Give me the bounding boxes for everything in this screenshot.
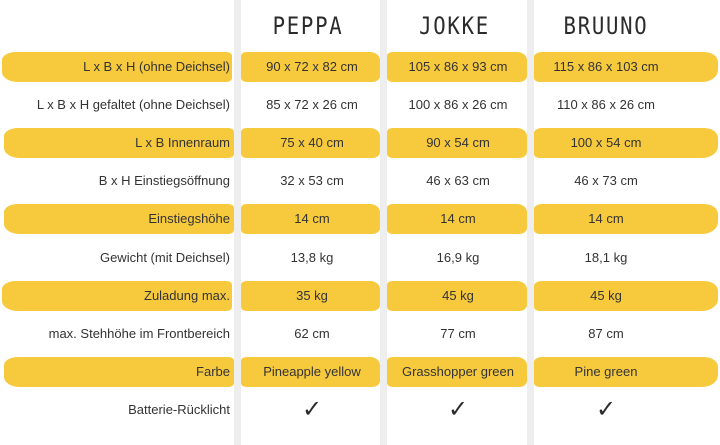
column-divider bbox=[234, 0, 241, 445]
row-highlight bbox=[387, 204, 527, 235]
column-divider bbox=[380, 0, 387, 445]
row-label: Batterie-Rücklicht bbox=[128, 401, 230, 417]
row-label: L x B Innenraum bbox=[135, 135, 230, 151]
table-cell: 62 cm bbox=[294, 325, 330, 341]
table-cell: 105 x 86 x 93 cm bbox=[408, 59, 508, 74]
table-cell: 14 cm bbox=[440, 211, 476, 227]
check-icon: ✓ bbox=[447, 395, 469, 423]
table-cell: 85 x 72 x 26 cm bbox=[266, 97, 358, 113]
row-label: L x B x H gefaltet (ohne Deichsel) bbox=[36, 97, 230, 113]
row-highlight bbox=[241, 356, 380, 387]
table-cell: 115 x 86 x 103 cm bbox=[553, 59, 659, 74]
table-row: L x B Innenraum 75 x 40 cm 90 x 54 cm 100 x… bbox=[0, 124, 720, 162]
table-cell: 110 x 86 x 26 cm bbox=[556, 97, 656, 113]
table-cell: 18,1 kg bbox=[584, 249, 628, 265]
table-row: L x B x H gefaltet (ohne Deichsel) 85 x 7… bbox=[0, 86, 720, 124]
table-cell: 46 x 73 cm bbox=[574, 173, 638, 189]
row-highlight bbox=[387, 128, 527, 159]
table-cell: 46 x 63 cm bbox=[426, 173, 490, 189]
table-cell: 14 cm bbox=[588, 211, 624, 227]
table-row: max. Stehhöhe im Frontbereich 62 cm 77 cm 8… bbox=[0, 315, 720, 353]
row-label: L x B x H (ohne Deichsel) bbox=[83, 59, 230, 74]
column-divider bbox=[527, 0, 534, 445]
table-cell: 45 kg bbox=[442, 287, 474, 303]
row-label: Farbe bbox=[196, 363, 230, 379]
column-header-peppa: PEPPA bbox=[272, 12, 344, 40]
table-row: Batterie-Rücklicht ✓ ✓ ✓ bbox=[0, 391, 720, 429]
row-highlight bbox=[241, 128, 380, 159]
row-highlight bbox=[4, 356, 234, 387]
table-cell: 90 x 54 cm bbox=[426, 135, 490, 151]
row-highlight bbox=[2, 280, 232, 311]
table-cell: Pineapple yellow bbox=[263, 363, 361, 379]
check-icon: ✓ bbox=[595, 395, 617, 423]
table-row: Einstiegshöhe 14 cm 14 cm 14 cm bbox=[0, 200, 720, 238]
table-row: B x H Einstiegsöffnung 32 x 53 cm 46 x 63 … bbox=[0, 162, 720, 200]
table-row: Zuladung max. 35 kg 45 kg 45 kg bbox=[0, 277, 720, 315]
table-cell: 32 x 53 cm bbox=[280, 173, 344, 189]
table-row: L x B x H (ohne Deichsel) 90 x 72 x 82 cm… bbox=[0, 48, 720, 86]
row-label: max. Stehhöhe im Frontbereich bbox=[48, 325, 230, 341]
column-header-bruuno: BRUUNO bbox=[563, 12, 649, 40]
table-cell: 45 kg bbox=[590, 287, 622, 303]
row-highlight bbox=[241, 204, 380, 235]
row-highlight bbox=[387, 280, 527, 311]
row-highlight bbox=[534, 204, 718, 235]
table-cell: 16,9 kg bbox=[436, 249, 480, 265]
row-highlight bbox=[241, 280, 380, 311]
row-highlight bbox=[534, 356, 718, 387]
row-highlight bbox=[387, 356, 527, 387]
table-cell: 100 x 54 cm bbox=[570, 135, 642, 151]
check-icon: ✓ bbox=[301, 395, 323, 423]
table-cell: 13,8 kg bbox=[290, 249, 334, 265]
table-cell: Pine green bbox=[574, 363, 638, 379]
table-cell: 35 kg bbox=[296, 287, 328, 303]
row-label: Gewicht (mit Deichsel) bbox=[99, 249, 230, 265]
row-highlight bbox=[387, 52, 527, 82]
table-row: Farbe Pineapple yellow Grasshopper green Pi… bbox=[0, 353, 720, 391]
table-cell: 90 x 72 x 82 cm bbox=[266, 59, 358, 74]
row-highlight bbox=[4, 204, 234, 235]
table-cell: 75 x 40 cm bbox=[280, 135, 344, 151]
column-header-jokke: JOKKE bbox=[419, 12, 490, 40]
table-cell: 87 cm bbox=[588, 325, 624, 341]
row-highlight bbox=[2, 52, 232, 82]
table-row: Gewicht (mit Deichsel) 13,8 kg 16,9 kg 18,1… bbox=[0, 239, 720, 277]
table-cell: 14 cm bbox=[294, 211, 330, 227]
row-highlight bbox=[534, 280, 718, 311]
table-cell: Grasshopper green bbox=[401, 363, 514, 379]
row-highlight bbox=[534, 52, 718, 82]
row-label: Zuladung max. bbox=[144, 287, 230, 303]
row-highlight bbox=[241, 52, 380, 82]
table-cell: 100 x 86 x 26 cm bbox=[408, 97, 508, 113]
row-label: Einstiegshöhe bbox=[148, 211, 230, 227]
row-highlight bbox=[4, 128, 234, 159]
table-cell: 77 cm bbox=[440, 325, 476, 341]
row-label: B x H Einstiegsöffnung bbox=[98, 173, 230, 189]
row-highlight bbox=[534, 128, 718, 159]
